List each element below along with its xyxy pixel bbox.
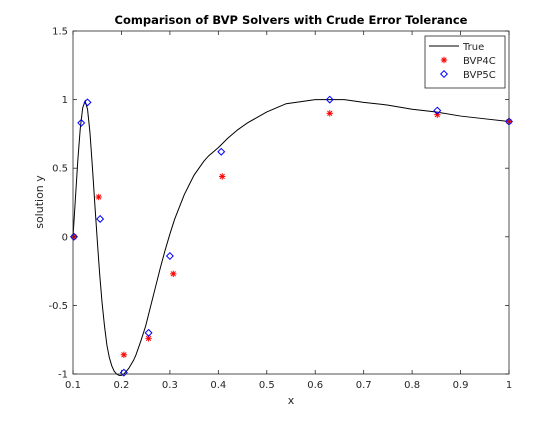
bvp4c-point [170, 270, 177, 278]
chart-title: Comparison of BVP Solvers with Crude Err… [115, 13, 468, 27]
legend: True BVP4C BVP5C [424, 35, 506, 89]
y-tick-label: 0.5 [52, 164, 68, 175]
bvp4c-point-d2 [121, 352, 127, 358]
bvp4c-point-d2 [96, 194, 102, 200]
legend-marker-bvp5c [439, 69, 449, 79]
tick-labels-layer: 0.1 0.2 0.3 0.4 0.5 0.6 0.7 0.8 0.9 1 -1 -0.5 0 0.5 1 1… [48, 27, 512, 392]
bvp4c-point [95, 193, 102, 201]
ticks-layer [72, 30, 510, 375]
y-tick-label: 1.5 [52, 27, 68, 38]
bvp5c-point [433, 106, 442, 115]
bvp4c-point [219, 173, 226, 180]
y-tick-label: -1 [58, 370, 68, 381]
y-tick-label: 0 [62, 232, 68, 243]
bvp5c-point [325, 95, 334, 104]
bvp5c-point [165, 252, 174, 261]
x-tick-label: 1 [506, 380, 512, 391]
legend-marker-bvp4c-d2 [441, 57, 447, 63]
y-axis-label: solution y [33, 175, 46, 229]
x-tick-label: 0.1 [65, 380, 81, 391]
legend-box [424, 35, 506, 89]
y-tick-label: 1 [62, 95, 68, 106]
legend-label-bvp4c: BVP4C [463, 56, 496, 67]
bvp4c-point [145, 335, 152, 342]
legend-label-bvp5c: BVP5C [463, 70, 496, 81]
bvp4c-point-d2 [170, 271, 176, 277]
legend-swatch-bvp5c [439, 69, 449, 79]
bvp5c-point [77, 118, 86, 127]
bvp4c-point-d2 [327, 110, 333, 116]
x-tick-label: 0.9 [453, 380, 469, 391]
x-tick-label: 0.8 [404, 380, 420, 391]
bvp5c-point [69, 232, 78, 241]
legend-swatch-bvp4c [440, 56, 448, 64]
x-axis-label: x [288, 394, 295, 407]
bvp5c-point [83, 98, 92, 107]
x-tick-label: 0.2 [113, 380, 129, 391]
series-true-line [72, 99, 510, 376]
bvp5c-point [96, 214, 105, 223]
bvp4c-point-d2 [219, 173, 225, 180]
y-tick-label: -0.5 [48, 301, 68, 312]
x-tick-label: 0.6 [307, 380, 323, 391]
true-curve-layer [72, 99, 510, 376]
bvp4c-point-d2 [145, 335, 152, 341]
bvp5c-point [217, 147, 226, 156]
bvp4c-point [434, 111, 441, 118]
plot-frame [72, 30, 510, 375]
bvp4c-point-d2 [434, 112, 440, 118]
x-tick-label: 0.3 [162, 380, 178, 391]
x-tick-label: 0.5 [259, 380, 275, 391]
x-tick-label: 0.4 [210, 380, 226, 391]
bvp5c-point [144, 328, 153, 337]
bvp4c-point [326, 110, 333, 117]
legend-label-true: True [462, 42, 484, 53]
bvp4c-point [120, 351, 128, 358]
x-tick-label: 0.7 [356, 380, 372, 391]
legend-marker-bvp4c [440, 56, 448, 64]
